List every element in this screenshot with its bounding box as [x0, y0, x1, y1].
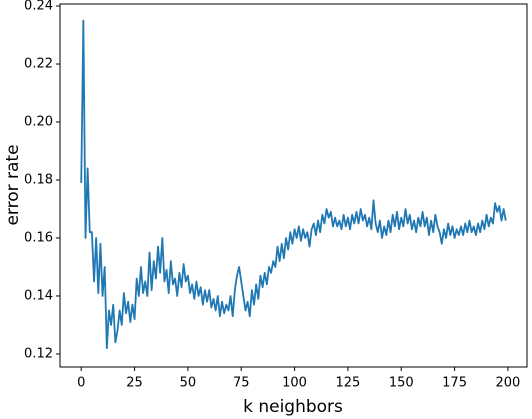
y-tick-label: 0.20 [24, 115, 53, 130]
x-tick-label: 125 [335, 376, 360, 391]
line-series [80, 19, 507, 350]
x-axis-label: k neighbors [243, 397, 343, 417]
y-tick-label: 0.18 [24, 172, 53, 187]
plot-frame [59, 3, 528, 368]
x-tick-label: 50 [180, 376, 197, 391]
x-tick-label: 100 [282, 376, 307, 391]
x-tick-label: 0 [77, 376, 85, 391]
x-tick-label: 200 [495, 376, 520, 391]
x-tick-label: 150 [389, 376, 414, 391]
y-tick-label: 0.24 [24, 0, 53, 14]
y-axis-label: error rate [3, 144, 23, 225]
y-tick-label: 0.12 [24, 346, 53, 361]
x-tick-label: 25 [126, 376, 143, 391]
x-tick-label: 175 [442, 376, 467, 391]
x-tick-label: 75 [233, 376, 250, 391]
y-tick-label: 0.14 [24, 288, 53, 303]
y-tick-label: 0.16 [24, 230, 53, 245]
y-tick-label: 0.22 [24, 57, 53, 72]
